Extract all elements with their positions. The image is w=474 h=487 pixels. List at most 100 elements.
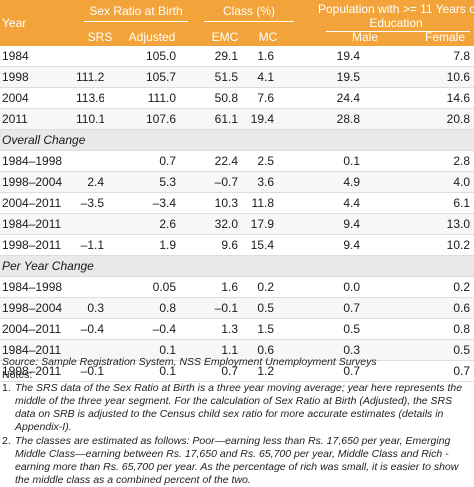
- cell-mc: 17.9: [244, 213, 278, 235]
- section-row: Overall Change: [0, 129, 474, 151]
- cell-adjusted: 0.05: [104, 276, 182, 298]
- cell-srs: –3.5: [76, 192, 104, 214]
- cell-emc: 22.4: [182, 150, 244, 172]
- source-note: Source: Sample Registration System, NSS …: [2, 356, 377, 368]
- table-header: Year Sex Ratio at Birth Class (%) Popula…: [0, 0, 474, 46]
- table-row: 1998–2011 –0.1 0.1 0.7 1.2 0.7 0.7: [0, 360, 474, 382]
- cell-year: 2004: [0, 87, 76, 109]
- cell-mc: 1.6: [244, 46, 278, 67]
- cell-srs: 113.6: [76, 87, 104, 109]
- cell-male: 0.7: [278, 360, 394, 382]
- cell-adjusted: 0.1: [104, 339, 182, 361]
- cell-year: 1984–2011: [0, 339, 76, 361]
- cell-year: 1998–2004: [0, 171, 76, 193]
- notes-block: Source: Sample Registration System, NSS …: [0, 356, 474, 487]
- cell-female: 10.6: [394, 66, 474, 88]
- header-emc: EMC: [211, 30, 239, 44]
- cell-mc: 1.5: [244, 318, 278, 340]
- table-row: 1984–2011 0.1 1.1 0.6 0.3 0.5: [0, 339, 474, 361]
- cell-emc: 51.5: [182, 66, 244, 88]
- cell-year: 1984–1998: [0, 150, 76, 172]
- cell-female: 0.2: [394, 276, 474, 298]
- header-class: Class (%): [222, 4, 275, 18]
- cell-mc: 0.6: [244, 339, 278, 361]
- table-row: 1984–2011 2.6 32.0 17.9 9.4 13.0: [0, 213, 474, 235]
- section-label: Per Year Change: [0, 255, 474, 277]
- cell-mc: 0.5: [244, 297, 278, 319]
- notes-label: Notes:: [2, 369, 33, 382]
- cell-adjusted: 5.3: [104, 171, 182, 193]
- cell-srs: 110.1: [76, 108, 104, 130]
- cell-adjusted: 107.6: [104, 108, 182, 130]
- cell-srs: [76, 46, 104, 67]
- cell-adjusted: 111.0: [104, 87, 182, 109]
- cell-male: 0.1: [278, 150, 394, 172]
- notes-list: 1. The SRS data of the Sex Ratio at Birth…: [2, 382, 474, 487]
- cell-adjusted: 2.6: [104, 213, 182, 235]
- cell-year: 1998: [0, 66, 76, 88]
- header-population-line2: Education: [369, 16, 423, 30]
- note-text: The classes are estimated as follows: Po…: [15, 434, 459, 486]
- cell-female: 0.5: [394, 339, 474, 361]
- cell-male: 19.5: [278, 66, 394, 88]
- cell-emc: 9.6: [182, 234, 244, 256]
- table-row: 1998–2004 2.4 5.3 –0.7 3.6 4.9 4.0: [0, 171, 474, 193]
- cell-mc: 7.6: [244, 87, 278, 109]
- cell-year: 1984–2011: [0, 213, 76, 235]
- cell-year: 1998–2011: [0, 234, 76, 256]
- cell-adjusted: 105.0: [104, 46, 182, 67]
- header-population-line1: Population with >= 11 Years of: [318, 2, 474, 16]
- cell-emc: 50.8: [182, 87, 244, 109]
- cell-male: 0.5: [278, 318, 394, 340]
- cell-mc: 19.4: [244, 108, 278, 130]
- cell-female: 0.8: [394, 318, 474, 340]
- cell-emc: 61.1: [182, 108, 244, 130]
- header-rule: [84, 21, 188, 22]
- cell-male: 4.4: [278, 192, 394, 214]
- cell-emc: 1.6: [182, 276, 244, 298]
- header-srs: SRS: [87, 30, 113, 44]
- cell-adjusted: 1.9: [104, 234, 182, 256]
- table-row: 1984 105.0 29.1 1.6 19.4 7.8: [0, 46, 474, 67]
- header-female: Female: [424, 30, 465, 44]
- header-rule: [204, 21, 294, 22]
- cell-adjusted: 0.1: [104, 360, 182, 382]
- cell-srs: –0.1: [76, 360, 104, 382]
- cell-mc: 3.6: [244, 171, 278, 193]
- cell-emc: 29.1: [182, 46, 244, 67]
- cell-srs: [76, 339, 104, 361]
- header-male: Male: [351, 30, 378, 44]
- cell-mc: 11.8: [244, 192, 278, 214]
- cell-srs: 2.4: [76, 171, 104, 193]
- cell-male: 0.3: [278, 339, 394, 361]
- header-sex-ratio: Sex Ratio at Birth: [89, 4, 183, 18]
- cell-emc: –0.1: [182, 297, 244, 319]
- cell-emc: 32.0: [182, 213, 244, 235]
- cell-emc: 1.1: [182, 339, 244, 361]
- cell-mc: 4.1: [244, 66, 278, 88]
- note-text: The SRS data of the Sex Ratio at Birth i…: [15, 382, 463, 434]
- cell-emc: 0.7: [182, 360, 244, 382]
- table-row: 2004–2011 –3.5 –3.4 10.3 11.8 4.4 6.1: [0, 192, 474, 214]
- cell-year: 1984: [0, 46, 76, 67]
- cell-male: 24.4: [278, 87, 394, 109]
- cell-female: 0.7: [394, 360, 474, 382]
- header-adjusted: Adjusted: [128, 30, 176, 44]
- cell-year: 1984–1998: [0, 276, 76, 298]
- cell-srs: [76, 276, 104, 298]
- cell-srs: 0.3: [76, 297, 104, 319]
- section-row: Per Year Change: [0, 255, 474, 277]
- cell-female: 0.6: [394, 297, 474, 319]
- cell-male: 19.4: [278, 46, 394, 67]
- note-number: 2.: [2, 434, 11, 447]
- note-number: 1.: [2, 382, 11, 395]
- cell-srs: [76, 213, 104, 235]
- cell-female: 13.0: [394, 213, 474, 235]
- cell-year: 2011: [0, 108, 76, 130]
- cell-adjusted: –0.4: [104, 318, 182, 340]
- cell-adjusted: –3.4: [104, 192, 182, 214]
- cell-srs: 111.2: [76, 66, 104, 88]
- cell-mc: 0.2: [244, 276, 278, 298]
- cell-mc: 2.5: [244, 150, 278, 172]
- cell-year: 1998–2004: [0, 297, 76, 319]
